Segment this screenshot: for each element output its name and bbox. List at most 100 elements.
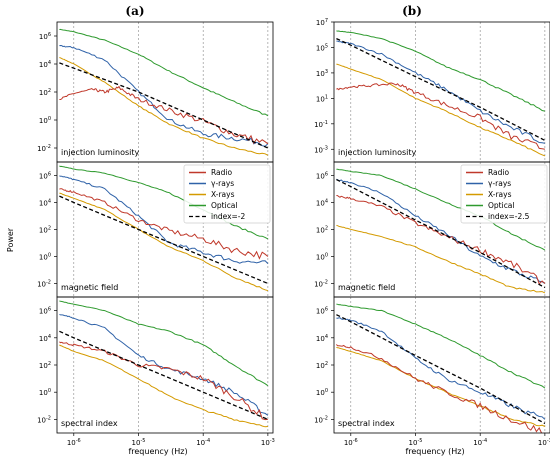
y-tick-label: 10-2 <box>37 415 51 424</box>
series-line-xrays <box>59 344 268 428</box>
plot-frame <box>56 21 274 163</box>
y-tick-label: 106 <box>39 307 51 316</box>
y-tick-label: 102 <box>316 226 328 235</box>
legend-box <box>183 164 271 224</box>
y-tick-label: 106 <box>39 172 51 181</box>
series-line-radio <box>59 188 269 260</box>
x-tick-label: 10-6 <box>67 438 81 447</box>
legend-label: X-rays <box>211 190 235 199</box>
y-tick-label: 107 <box>316 18 328 27</box>
series-line-xrays <box>59 192 269 292</box>
series-line-xrays <box>59 57 269 156</box>
legend-label: index=-2 <box>211 212 246 221</box>
series-line-rays <box>336 40 545 144</box>
legend: Radio γ-rays X-rays Optical index=-2.5 <box>460 164 548 224</box>
legend-label: Optical <box>211 201 238 210</box>
x-tick-label: 10-3 <box>538 438 550 447</box>
plot-frame <box>56 296 274 434</box>
x-tick-label: 10-5 <box>132 438 146 447</box>
y-tick-label: 100 <box>39 253 51 262</box>
series-line-rays <box>59 313 269 416</box>
series-line-index <box>336 38 546 141</box>
series-line-xrays <box>336 346 546 427</box>
panel-a-3: 10-6 10-5 10-4 10-3 10-2 100 102 104 106 spectral… <box>37 296 275 447</box>
series-line-radio <box>59 85 269 145</box>
y-tick-label: 100 <box>39 388 51 397</box>
panel-annotation: injection luminosity <box>61 148 140 157</box>
legend-label: X-rays <box>488 190 512 199</box>
y-axis-label: Power <box>6 227 15 252</box>
series-line-optical <box>336 303 546 389</box>
series-line-rays <box>336 178 546 284</box>
y-tick-label: 104 <box>316 334 328 343</box>
y-tick-label: 10-2 <box>314 415 328 424</box>
y-tick-label: 104 <box>39 60 51 69</box>
panel-annotation: injection luminosity <box>338 148 417 157</box>
series-line-index <box>59 330 269 420</box>
panel-a-1: 10-2 100 102 104 106 injection luminosity <box>37 21 274 163</box>
panel-b-2: 10-2 100 102 104 106 magnetic field Radio γ-ray… <box>314 161 550 298</box>
legend-label: Optical <box>488 201 515 210</box>
panel-annotation: magnetic field <box>61 283 118 292</box>
series-line-radio <box>59 341 268 421</box>
series-line-rays <box>59 175 269 264</box>
y-tick-label: 106 <box>316 172 328 181</box>
plot-frame <box>333 21 550 163</box>
panel-a-2: 10-2 100 102 104 106 magnetic field Radio γ-ray… <box>37 161 274 298</box>
series-line-index <box>59 195 269 285</box>
series-line-radio <box>336 82 545 150</box>
y-tick-label: 105 <box>316 43 328 52</box>
y-tick-label: 10-1 <box>314 120 328 129</box>
series-line-radio <box>336 344 545 433</box>
series-line-optical <box>336 168 546 251</box>
y-tick-label: 10-3 <box>314 145 328 154</box>
y-tick-label: 106 <box>39 32 51 41</box>
panel-b-3: 10-6 10-5 10-4 10-3 10-2 100 102 104 106 spectral… <box>314 296 550 447</box>
x-tick-label: 10-4 <box>196 438 210 447</box>
x-tick-label: 10-4 <box>473 438 487 447</box>
panel-annotation: magnetic field <box>338 283 395 292</box>
column-title-a: (a) <box>125 4 144 18</box>
series-line-xrays <box>336 224 546 294</box>
y-tick-label: 10-2 <box>37 144 51 153</box>
y-tick-label: 102 <box>39 226 51 235</box>
series-line-optical <box>59 300 269 387</box>
series-line-rays <box>336 317 546 420</box>
legend-label: γ-rays <box>211 179 234 188</box>
y-tick-label: 100 <box>39 116 51 125</box>
column-title-b: (b) <box>402 4 422 18</box>
x-tick-label: 10-5 <box>409 438 423 447</box>
legend-label: Radio <box>488 168 509 177</box>
legend-label: γ-rays <box>488 179 511 188</box>
plot-frame <box>333 296 550 434</box>
y-tick-label: 100 <box>316 388 328 397</box>
series-line-index <box>59 62 269 149</box>
y-tick-label: 106 <box>316 307 328 316</box>
y-tick-label: 103 <box>316 69 328 78</box>
legend-box <box>460 164 548 224</box>
series-line-index <box>336 179 546 289</box>
x-tick-label: 10-3 <box>261 438 275 447</box>
y-tick-label: 102 <box>316 361 328 370</box>
y-tick-label: 104 <box>316 199 328 208</box>
legend-label: index=-2.5 <box>488 212 530 221</box>
panel-annotation: spectral index <box>338 419 395 428</box>
panel-annotation: spectral index <box>61 419 118 428</box>
legend: Radio γ-rays X-rays Optical index=-2 <box>183 164 271 224</box>
legend-label: Radio <box>211 168 232 177</box>
series-line-rays <box>59 44 269 147</box>
y-tick-label: 100 <box>316 253 328 262</box>
y-tick-label: 102 <box>39 88 51 97</box>
y-tick-label: 104 <box>39 334 51 343</box>
y-tick-label: 101 <box>316 94 328 103</box>
y-tick-label: 102 <box>39 361 51 370</box>
y-tick-label: 104 <box>39 199 51 208</box>
x-tick-label: 10-6 <box>344 438 358 447</box>
x-axis-label-b: frequency (Hz) <box>405 447 464 456</box>
x-axis-label-a: frequency (Hz) <box>128 447 187 456</box>
y-tick-label: 10-2 <box>314 280 328 289</box>
panel-b-1: 10-3 10-1 101 103 105 107 injection luminosity <box>314 18 550 163</box>
y-tick-label: 10-2 <box>37 280 51 289</box>
